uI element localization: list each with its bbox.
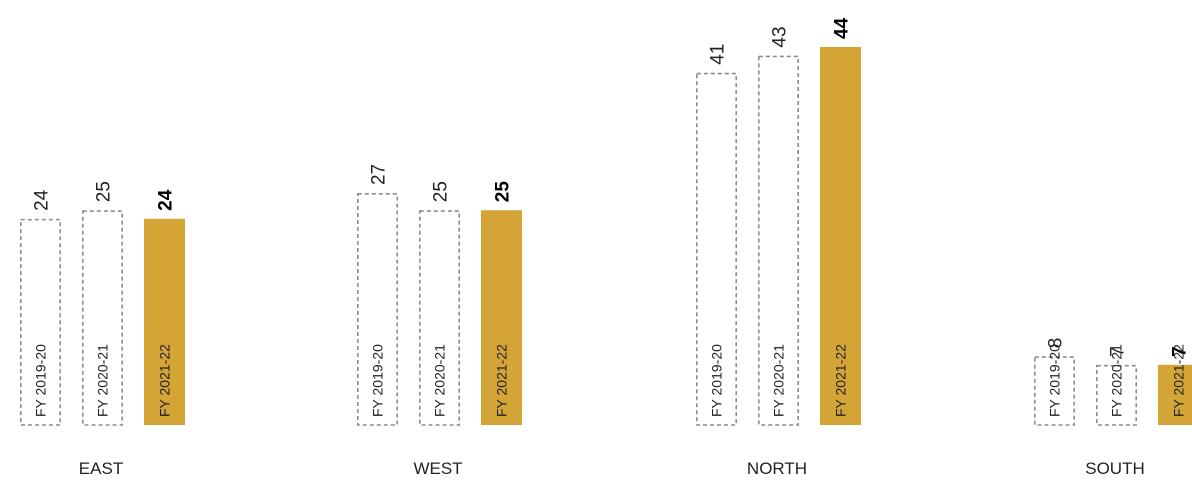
series-label-west-fy-2020-21: FY 2020-21 <box>432 344 448 417</box>
bar-west-fy-2019-20 <box>356 193 398 426</box>
series-label-east-fy-2020-21: FY 2020-21 <box>95 344 111 417</box>
series-label-west-fy-2019-20: FY 2019-20 <box>370 344 386 417</box>
series-label-east-fy-2021-22: FY 2021-22 <box>157 344 173 417</box>
group-north: 41 FY 2019-20 43 FY 2020-21 44 FY 2021-22 NORT… <box>695 17 861 478</box>
group-east: 24 FY 2019-20 25 FY 2020-21 24 FY 2021-22 EAST <box>19 181 185 478</box>
value-label-south-fy-2019-20: 8 <box>1046 338 1067 349</box>
bar-south-fy-2021-22 <box>1158 364 1192 425</box>
category-label-east: EAST <box>79 459 123 478</box>
bar-north-fy-2019-20 <box>695 72 737 426</box>
value-label-west-fy-2021-22: 25 <box>493 181 514 203</box>
series-label-north-fy-2021-22: FY 2021-22 <box>833 344 849 417</box>
series-label-west-fy-2021-22: FY 2021-22 <box>494 344 510 417</box>
category-label-north: NORTH <box>747 459 807 478</box>
bar-west-fy-2021-22 <box>481 210 522 425</box>
bar-west-fy-2020-21 <box>418 210 460 426</box>
value-label-north-fy-2021-22: 44 <box>832 17 853 39</box>
bar-north-fy-2021-22 <box>820 47 861 425</box>
bar-east-fy-2020-21 <box>82 210 124 426</box>
bar-east-fy-2021-22 <box>144 218 185 425</box>
series-label-north-fy-2020-21: FY 2020-21 <box>771 344 787 417</box>
value-label-east-fy-2019-20: 24 <box>32 189 53 211</box>
series-label-south-fy-2021-22: FY 2021-22 <box>1171 344 1187 417</box>
value-label-north-fy-2020-21: 43 <box>770 26 791 47</box>
series-label-south-fy-2020-21: FY 2020-21 <box>1109 344 1125 417</box>
group-west: 27 FY 2019-20 25 FY 2020-21 25 FY 2021-22 WEST <box>356 164 522 478</box>
bar-south-fy-2019-20 <box>1034 356 1076 426</box>
series-label-south-fy-2019-20: FY 2019-20 <box>1047 344 1063 417</box>
value-label-west-fy-2019-20: 27 <box>369 164 390 185</box>
series-label-north-fy-2019-20: FY 2019-20 <box>709 344 725 417</box>
bar-south-fy-2020-21 <box>1096 364 1138 426</box>
value-label-north-fy-2019-20: 41 <box>708 44 729 65</box>
bar-east-fy-2019-20 <box>19 218 62 426</box>
value-label-south-fy-2020-21: 7 <box>1108 346 1129 357</box>
value-label-east-fy-2021-22: 24 <box>156 189 177 211</box>
category-label-south: SOUTH <box>1085 459 1145 478</box>
category-label-west: WEST <box>413 459 462 478</box>
value-label-west-fy-2020-21: 25 <box>431 181 452 202</box>
value-label-south-fy-2021-22: 7 <box>1170 346 1191 357</box>
value-label-east-fy-2020-21: 25 <box>94 181 115 202</box>
series-label-east-fy-2019-20: FY 2019-20 <box>33 344 49 417</box>
bar-north-fy-2020-21 <box>757 55 799 426</box>
